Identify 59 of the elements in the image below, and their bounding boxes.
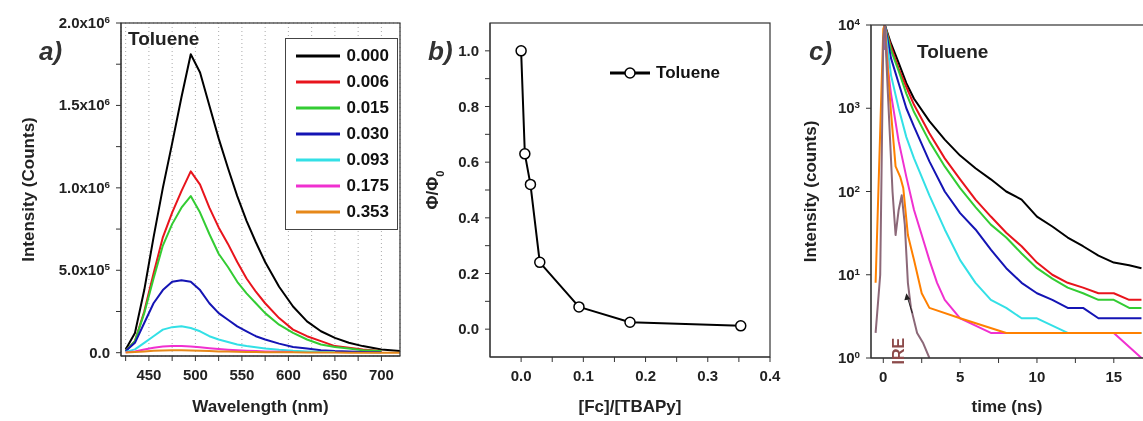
line-series — [124, 279, 383, 354]
x-tick-label: 450 — [136, 366, 162, 383]
y-tick-label: 0.8 — [458, 97, 479, 115]
x-tick-label: 0.0 — [510, 367, 532, 384]
y-tick-label: 10$^{3}$ — [837, 98, 861, 117]
x-tick-label: 10 — [1028, 368, 1046, 385]
x-tick-label: 650 — [322, 366, 348, 383]
point — [624, 316, 636, 328]
x-tick-label: 15 — [1105, 368, 1123, 385]
y-tick-label: 10$^{0}$ — [837, 348, 861, 366]
y-tick-label: 0.0 — [89, 343, 110, 361]
line-series — [124, 325, 336, 354]
y-tick-label: 5.0x10$^{5}$ — [58, 260, 111, 279]
x-tick-label: 600 — [275, 366, 301, 383]
point — [735, 320, 747, 332]
x-tick-label: 0.2 — [635, 367, 656, 384]
text: a) — [39, 36, 63, 66]
legend-label: 0.006 — [346, 72, 389, 92]
y-tick-label: 10$^{1}$ — [837, 265, 861, 283]
y-tick-label: 0.0 — [458, 320, 479, 338]
y-tick-label: 1.0 — [458, 41, 479, 59]
x-axis-title: [Fc]/[TBAPy] — [578, 397, 682, 416]
legend-label: 0.000 — [346, 46, 389, 66]
point — [519, 148, 531, 160]
legend-label: 0.030 — [346, 124, 389, 144]
x-tick-label: 0.4 — [759, 367, 782, 384]
y-tick-label: 0.2 — [458, 264, 479, 282]
text: b) — [428, 36, 453, 66]
y-axis-title: Intensity (Counts) — [19, 117, 38, 262]
x-axis-title: Wavelength (nm) — [192, 397, 329, 416]
annotation: Toluene — [128, 28, 200, 49]
x-tick-label: 5 — [955, 368, 965, 385]
point — [573, 301, 585, 313]
point — [534, 256, 546, 269]
x-tick-label: 0 — [879, 368, 888, 385]
annotation: IRE — [890, 337, 908, 365]
legend-label: 0.093 — [346, 150, 389, 170]
annotation: Toluene — [917, 41, 989, 62]
y-tick-label: 0.6 — [458, 153, 479, 171]
point — [515, 45, 527, 57]
x-axis-title: time (ns) — [971, 397, 1043, 416]
y-tick-label: 2.0x10$^{6}$ — [58, 13, 111, 31]
x-tick-label: 550 — [229, 366, 255, 383]
point — [524, 178, 537, 191]
chart-title: c) — [809, 36, 833, 66]
y-tick-label: 1.0x10$^{6}$ — [58, 178, 111, 196]
x-tick-label: 0.1 — [572, 367, 594, 384]
legend-label: 0.353 — [346, 202, 389, 222]
legend-label: Toluene — [656, 63, 720, 83]
legend-label: 0.175 — [346, 176, 389, 196]
y-tick-label: 1.5x10$^{6}$ — [58, 95, 111, 114]
y-tick-label: 0.4 — [458, 208, 480, 226]
y-tick-label: 10$^{4}$ — [837, 15, 861, 33]
x-tick-label: 500 — [182, 366, 208, 383]
x-tick-label: 700 — [368, 366, 394, 383]
legend-label: 0.015 — [346, 98, 389, 118]
y-tick-label: 10$^{2}$ — [837, 182, 861, 200]
x-tick-label: 0.3 — [697, 367, 719, 384]
y-axis-title: Intensity (counts) — [801, 120, 820, 263]
